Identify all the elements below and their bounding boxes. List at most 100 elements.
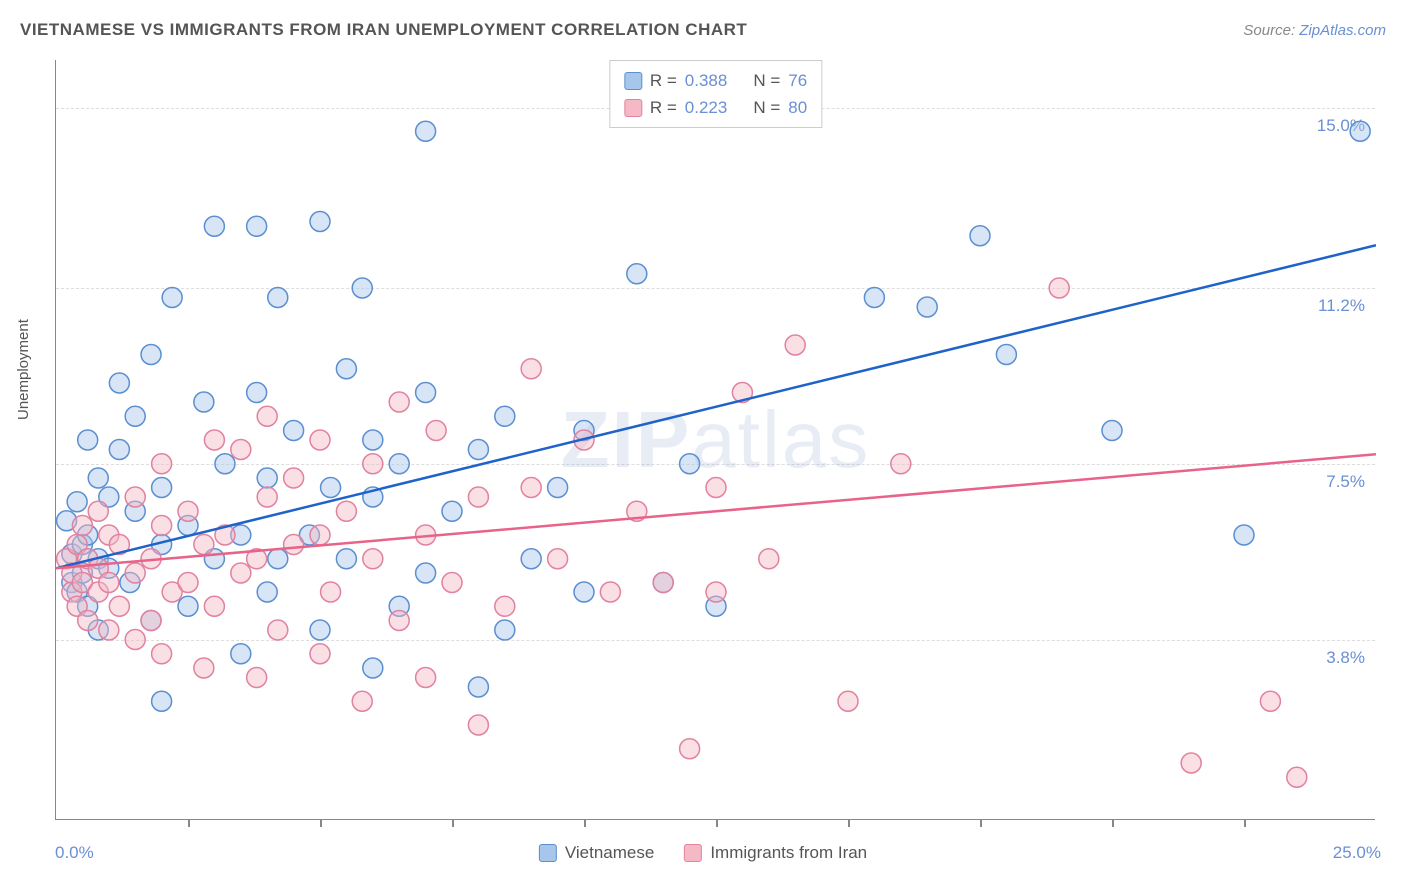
legend-row-series-1: R = 0.388 N = 76 — [624, 67, 807, 94]
x-axis-min-label: 0.0% — [55, 843, 94, 863]
source-link[interactable]: ZipAtlas.com — [1299, 22, 1386, 39]
data-point — [141, 345, 161, 365]
data-point — [204, 430, 224, 450]
chart-container: VIETNAMESE VS IMMIGRANTS FROM IRAN UNEMP… — [0, 0, 1406, 892]
data-point — [468, 440, 488, 460]
scatter-plot-svg — [56, 60, 1376, 820]
data-point — [521, 478, 541, 498]
data-point — [442, 573, 462, 593]
data-point — [416, 121, 436, 141]
legend-swatch-2 — [624, 99, 642, 117]
data-point — [310, 620, 330, 640]
data-point — [389, 611, 409, 631]
x-tick — [1244, 819, 1246, 827]
data-point — [125, 487, 145, 507]
data-point — [247, 383, 267, 403]
data-point — [109, 596, 129, 616]
chart-title: VIETNAMESE VS IMMIGRANTS FROM IRAN UNEMP… — [20, 20, 747, 40]
legend-n-label: N = — [753, 94, 780, 121]
data-point — [99, 620, 119, 640]
data-point — [352, 278, 372, 298]
data-point — [178, 573, 198, 593]
legend-label-2: Immigrants from Iran — [710, 843, 867, 863]
data-point — [321, 582, 341, 602]
data-point — [88, 468, 108, 488]
data-point — [426, 421, 446, 441]
x-tick — [848, 819, 850, 827]
plot-area: R = 0.388 N = 76 R = 0.223 N = 80 ZIPatl… — [55, 60, 1375, 820]
data-point — [152, 691, 172, 711]
x-tick — [320, 819, 322, 827]
data-point — [178, 501, 198, 521]
data-point — [1049, 278, 1069, 298]
legend-n-label: N = — [753, 67, 780, 94]
data-point — [268, 288, 288, 308]
data-point — [231, 563, 251, 583]
legend-item-2: Immigrants from Iran — [684, 843, 867, 863]
data-point — [363, 658, 383, 678]
data-point — [268, 620, 288, 640]
data-point — [257, 487, 277, 507]
data-point — [1102, 421, 1122, 441]
data-point — [468, 677, 488, 697]
legend-r-label: R = — [650, 67, 677, 94]
data-point — [996, 345, 1016, 365]
data-point — [495, 596, 515, 616]
data-point — [970, 226, 990, 246]
data-point — [231, 440, 251, 460]
data-point — [88, 501, 108, 521]
data-point — [1260, 691, 1280, 711]
data-point — [67, 492, 87, 512]
x-tick — [188, 819, 190, 827]
data-point — [78, 611, 98, 631]
data-point — [1181, 753, 1201, 773]
data-point — [284, 421, 304, 441]
data-point — [1287, 767, 1307, 787]
legend-r-label: R = — [650, 94, 677, 121]
header: VIETNAMESE VS IMMIGRANTS FROM IRAN UNEMP… — [20, 20, 1386, 40]
data-point — [389, 392, 409, 412]
x-tick — [1112, 819, 1114, 827]
legend-r-value-2: 0.223 — [685, 94, 728, 121]
data-point — [785, 335, 805, 355]
data-point — [72, 516, 92, 536]
data-point — [152, 478, 172, 498]
data-point — [548, 478, 568, 498]
data-point — [268, 549, 288, 569]
x-axis-max-label: 25.0% — [1333, 843, 1381, 863]
data-point — [321, 478, 341, 498]
trend-line — [56, 454, 1376, 568]
data-point — [352, 691, 372, 711]
data-point — [152, 644, 172, 664]
data-point — [152, 516, 172, 536]
data-point — [141, 611, 161, 631]
y-axis-label: Unemployment — [15, 319, 32, 420]
legend-row-series-2: R = 0.223 N = 80 — [624, 94, 807, 121]
data-point — [109, 440, 129, 460]
data-point — [917, 297, 937, 317]
x-tick — [980, 819, 982, 827]
data-point — [204, 596, 224, 616]
data-point — [204, 216, 224, 236]
legend-swatch-2-bottom — [684, 844, 702, 862]
data-point — [521, 549, 541, 569]
data-point — [310, 525, 330, 545]
data-point — [178, 596, 198, 616]
data-point — [653, 573, 673, 593]
legend-n-value-1: 76 — [788, 67, 807, 94]
data-point — [442, 501, 462, 521]
data-point — [152, 454, 172, 474]
data-point — [680, 739, 700, 759]
data-point — [627, 264, 647, 284]
data-point — [247, 668, 267, 688]
data-point — [162, 288, 182, 308]
data-point — [1234, 525, 1254, 545]
data-point — [336, 549, 356, 569]
data-point — [416, 383, 436, 403]
data-point — [99, 573, 119, 593]
legend-series: Vietnamese Immigrants from Iran — [539, 843, 867, 863]
data-point — [231, 644, 251, 664]
data-point — [706, 582, 726, 602]
legend-item-1: Vietnamese — [539, 843, 654, 863]
legend-label-1: Vietnamese — [565, 843, 654, 863]
